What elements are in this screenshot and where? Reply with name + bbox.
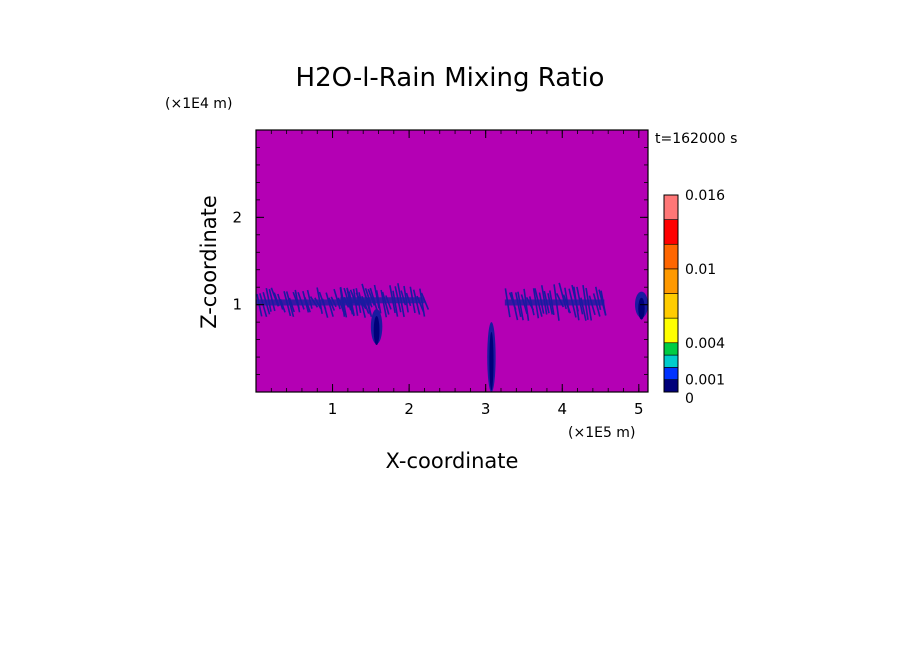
y-tick-label-0: 1 bbox=[232, 296, 242, 314]
rain-plume-core-4 bbox=[489, 331, 494, 391]
y-tick-label-1: 2 bbox=[232, 208, 242, 226]
rain-region-1 bbox=[339, 283, 430, 318]
x-unit-label: (×1E5 m) bbox=[568, 425, 635, 441]
rain-region-2 bbox=[504, 282, 607, 321]
rain-plume-core-5 bbox=[373, 315, 380, 346]
rain-region-0 bbox=[256, 287, 373, 318]
y-unit-label: (×1E4 m) bbox=[165, 96, 232, 112]
x-tick-label-1: 2 bbox=[404, 400, 414, 418]
rain-streak-1-27 bbox=[420, 292, 430, 310]
rain-band-1 bbox=[340, 297, 425, 304]
rain-band-2 bbox=[504, 299, 605, 306]
colorbar-segment-6 bbox=[663, 268, 679, 294]
colorbar-segment-4 bbox=[663, 317, 679, 344]
rain-streak-2-30 bbox=[594, 286, 602, 311]
rain-streak-2-2 bbox=[510, 291, 519, 321]
rain-region-5 bbox=[370, 309, 383, 346]
x-tick-label-2: 3 bbox=[481, 400, 491, 418]
rain-streak-0-26 bbox=[333, 288, 341, 310]
colorbar-label-1: 0.001 bbox=[685, 373, 725, 389]
colorbar-label-3: 0.01 bbox=[685, 262, 716, 278]
x-tick-label-4: 5 bbox=[634, 400, 644, 418]
colorbar-segment-1 bbox=[663, 367, 679, 380]
x-tick-label-0: 1 bbox=[328, 400, 338, 418]
chart-title: H2O-l-Rain Mixing Ratio bbox=[296, 63, 605, 93]
colorbar-segment-7 bbox=[663, 243, 679, 270]
colorbar-label-4: 0.016 bbox=[685, 188, 725, 204]
plot-frame bbox=[255, 129, 649, 393]
colorbar-segment-5 bbox=[663, 293, 679, 319]
colorbar-frame bbox=[663, 194, 679, 393]
rain-streak-1-11 bbox=[373, 284, 380, 309]
rain-streak-1-13 bbox=[380, 289, 388, 318]
rain-band-0 bbox=[256, 299, 371, 306]
colorbar-label-2: 0.004 bbox=[685, 336, 725, 352]
rain-plume-core-3 bbox=[638, 297, 645, 320]
rain-streak-0-17 bbox=[306, 289, 313, 309]
colorbar-segment-8 bbox=[663, 219, 679, 245]
colorbar-segment-0 bbox=[663, 379, 679, 393]
x-tick-label-3: 4 bbox=[557, 400, 567, 418]
colorbar-segment-9 bbox=[663, 194, 679, 220]
rain-region-4 bbox=[487, 322, 496, 393]
y-axis-label: Z-coordinate bbox=[197, 195, 221, 329]
colorbar-segment-3 bbox=[663, 342, 679, 356]
colorbar-label-0: 0 bbox=[685, 391, 694, 407]
rain-streak-2-4 bbox=[517, 291, 524, 321]
colorbar-segment-2 bbox=[663, 354, 679, 368]
x-axis-label: X-coordinate bbox=[386, 449, 519, 473]
plot-background bbox=[256, 130, 648, 392]
time-label: t=162000 s bbox=[655, 131, 737, 147]
rain-streak-1-17 bbox=[392, 290, 399, 317]
